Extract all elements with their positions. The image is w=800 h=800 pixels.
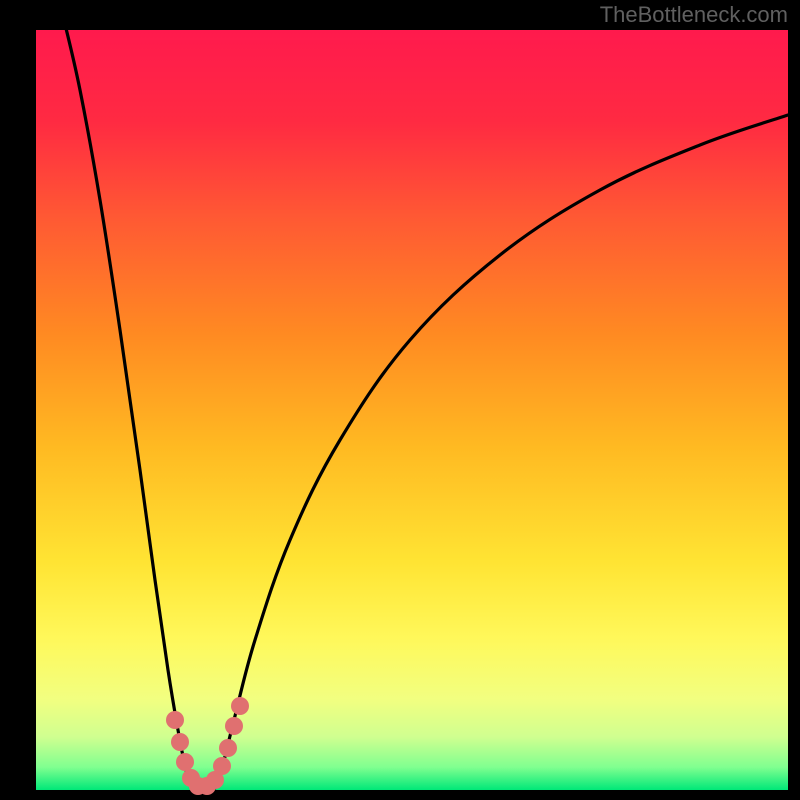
cluster-dot — [219, 739, 237, 757]
curve-right-branch — [215, 115, 788, 788]
curve-left-branch — [64, 20, 192, 788]
cluster-dot — [166, 711, 184, 729]
cluster-dot — [171, 733, 189, 751]
cluster-dot — [213, 757, 231, 775]
curve-overlay — [0, 0, 800, 800]
chart-container: TheBottleneck.com — [0, 0, 800, 800]
cluster-dot — [225, 717, 243, 735]
cluster-dot — [176, 753, 194, 771]
cluster-dot — [231, 697, 249, 715]
